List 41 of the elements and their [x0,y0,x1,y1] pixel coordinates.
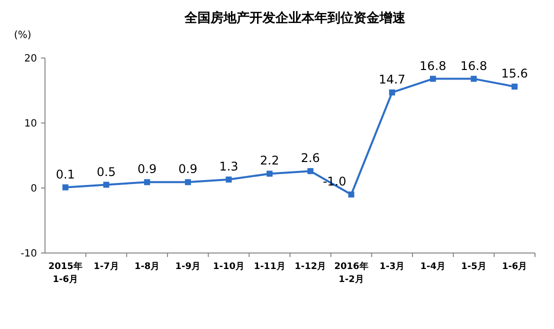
x-tick-label: 1-7月 [94,261,119,272]
point [307,168,314,174]
x-tick-label: 1-6月 [502,261,528,272]
x-tick-label: 1-9月 [175,261,201,272]
x-tick-label: 1-4月 [420,261,446,272]
data-label: 0.1 [56,167,75,182]
x-tick-label: 2016年 1-2月 [334,261,368,285]
data-label: 16.8 [420,58,446,73]
y-tick-label: 20 [24,54,37,64]
data-label: 2.6 [300,151,320,166]
data-label: 16.8 [460,58,488,73]
y-tick-label: 0 [30,184,37,194]
x-tick-label: 2015年 1-6月 [48,261,82,285]
point [226,176,232,183]
y-axis-title: (%) [14,30,32,41]
data-label: 2.2 [260,154,280,168]
data-label: 0.5 [96,164,116,179]
x-tick-label: 1-12月 [294,261,326,272]
x-tick-label: 1-10月 [212,261,245,272]
x-tick-label: 1-11月 [254,261,286,272]
y-tick-label: 10 [24,118,37,130]
point [144,179,150,186]
point [62,184,68,190]
x-tick-label: 1-3月 [379,261,405,272]
data-label: 15.6 [501,66,528,81]
point [430,76,436,82]
data-label: 1.3 [219,160,238,174]
point [348,192,354,198]
data-label: 0.9 [138,162,157,176]
point [266,170,273,177]
point [103,182,110,188]
point [389,89,396,96]
x-tick-label: 1-5月 [461,261,486,272]
point [512,84,518,90]
data-label: 0.9 [178,162,198,176]
x-tick-label: 1-8月 [134,261,160,272]
point [470,76,477,82]
point [184,179,191,186]
data-label: 14.7 [378,72,406,86]
y-tick-label: -10 [20,248,37,260]
chart-title: 全国房地产开发企业本年到位资金增速 [184,10,406,26]
